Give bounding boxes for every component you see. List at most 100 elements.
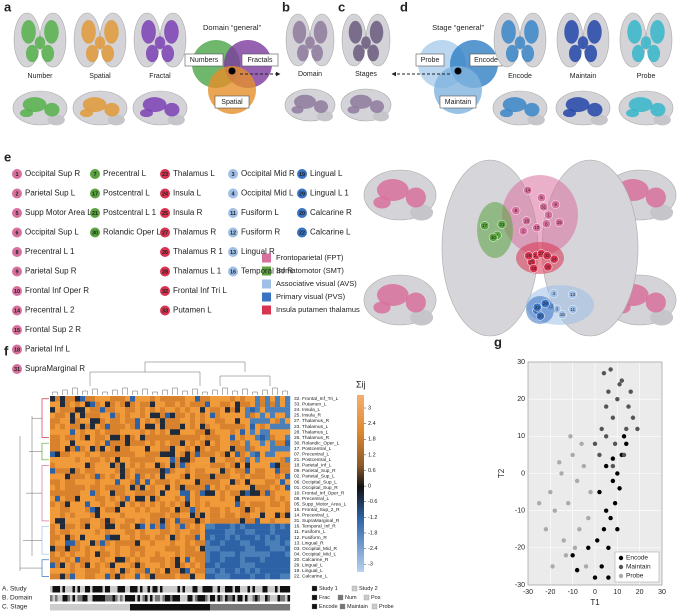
heatmap-cell bbox=[265, 412, 271, 419]
heatmap-cell bbox=[50, 534, 56, 541]
heatmap-cell bbox=[135, 457, 141, 463]
heatmap-cell bbox=[100, 479, 106, 485]
heatmap-cell bbox=[285, 434, 291, 441]
heatmap-cell bbox=[150, 418, 156, 424]
heatmap-cell bbox=[115, 495, 121, 502]
heatmap-cell bbox=[165, 457, 171, 463]
heatmap-cell bbox=[105, 501, 111, 508]
row-label: 33. Putamen_L bbox=[294, 402, 327, 408]
heatmap-cell bbox=[70, 512, 76, 519]
heatmap-cell bbox=[205, 501, 211, 508]
heatmap-cell bbox=[110, 518, 116, 524]
track-cell bbox=[122, 595, 126, 602]
heatmap-cell bbox=[150, 468, 156, 474]
heatmap-cell bbox=[70, 495, 76, 502]
heatmap-cell bbox=[195, 540, 201, 547]
heatmap-cell bbox=[90, 440, 96, 447]
heatmap-cell bbox=[75, 568, 81, 574]
track-cell bbox=[190, 595, 193, 602]
heatmap-cell bbox=[250, 418, 256, 424]
venn-label: Fractals bbox=[248, 57, 273, 64]
venn-label-box bbox=[439, 95, 477, 109]
brain-activation bbox=[44, 102, 60, 117]
row-label: 18. Parietal_Inf_L bbox=[294, 463, 332, 469]
track-cell bbox=[105, 595, 108, 602]
heatmap-cell bbox=[155, 534, 161, 541]
heatmap-cell bbox=[240, 534, 246, 541]
heatmap-cell bbox=[135, 418, 141, 424]
heatmap-cell bbox=[55, 562, 61, 569]
heatmap-cell bbox=[170, 495, 176, 502]
heatmap-cell bbox=[280, 518, 286, 524]
heatmap-cell bbox=[75, 473, 81, 480]
brain-activation bbox=[154, 36, 166, 50]
heatmap-cell bbox=[160, 445, 166, 452]
row-label: 12. Fusiform_R bbox=[294, 535, 327, 541]
brain-activation bbox=[373, 301, 391, 314]
heatmap-cell bbox=[175, 490, 181, 497]
heatmap-cell bbox=[250, 523, 256, 530]
track-cell bbox=[252, 595, 256, 602]
heatmap-cell bbox=[175, 523, 181, 530]
heatmap-cell bbox=[160, 451, 166, 458]
track-cell bbox=[200, 586, 203, 593]
track-cell bbox=[90, 586, 93, 593]
heatmap-cell bbox=[70, 545, 76, 552]
heatmap-cell bbox=[220, 540, 226, 547]
heatmap-cell bbox=[70, 401, 76, 408]
brain-activation bbox=[376, 284, 409, 306]
heatmap-cell bbox=[115, 451, 121, 458]
heatmap-cell bbox=[90, 407, 96, 413]
heatmap-cell bbox=[150, 457, 156, 463]
heatmap-cell bbox=[125, 551, 131, 558]
heatmap-cell bbox=[175, 562, 181, 569]
track-cell bbox=[245, 595, 248, 602]
heatmap-cell bbox=[140, 545, 146, 552]
heatmap-cell bbox=[255, 429, 261, 436]
heatmap-cell bbox=[120, 396, 126, 402]
heatmap-cell bbox=[120, 484, 126, 491]
heatmap-cell bbox=[120, 495, 126, 502]
heatmap-cell bbox=[235, 434, 241, 441]
track-cell bbox=[57, 586, 61, 593]
heatmap-cell bbox=[285, 429, 291, 436]
scatter-point bbox=[610, 456, 616, 461]
region-name: Precentral L bbox=[103, 169, 147, 178]
region-number: 26 bbox=[162, 250, 168, 256]
heatmap-cell bbox=[225, 412, 231, 419]
track-cell bbox=[257, 586, 261, 593]
heatmap-cell bbox=[255, 529, 261, 535]
heatmap-cell bbox=[280, 468, 286, 474]
heatmap-cell bbox=[110, 540, 116, 547]
track-cell bbox=[272, 586, 276, 593]
scatter-point bbox=[552, 508, 557, 513]
track-legend-label: Pos bbox=[371, 595, 381, 601]
heatmap-cell bbox=[165, 573, 171, 580]
heatmap-cell bbox=[260, 468, 266, 474]
region-number: 10 bbox=[14, 289, 20, 295]
heatmap-cell bbox=[135, 556, 141, 563]
heatmap-cell bbox=[200, 551, 206, 558]
heatmap-cell bbox=[150, 412, 156, 419]
heatmap-cell bbox=[125, 462, 131, 469]
scatter-point bbox=[612, 441, 618, 446]
heatmap-cell bbox=[225, 540, 231, 547]
track-cell bbox=[80, 586, 83, 593]
scatter-point bbox=[615, 527, 620, 532]
heatmap-cell bbox=[105, 545, 111, 552]
heatmap-cell bbox=[190, 473, 196, 480]
heatmap-cell bbox=[85, 501, 91, 508]
heatmap-cell bbox=[130, 573, 136, 580]
heatmap-cell bbox=[145, 556, 151, 563]
heatmap-cell bbox=[240, 451, 246, 458]
x-tick-label: -20 bbox=[545, 589, 555, 596]
heatmap-cell bbox=[60, 440, 66, 447]
heatmap-cell bbox=[125, 518, 131, 524]
track-cell bbox=[97, 586, 101, 593]
track-cell bbox=[207, 604, 211, 611]
track-cell bbox=[207, 586, 211, 593]
heatmap-cell bbox=[90, 401, 96, 408]
heatmap-cell bbox=[280, 490, 286, 497]
heatmap-cell bbox=[185, 545, 191, 552]
region-marker-number: 13 bbox=[570, 292, 576, 297]
